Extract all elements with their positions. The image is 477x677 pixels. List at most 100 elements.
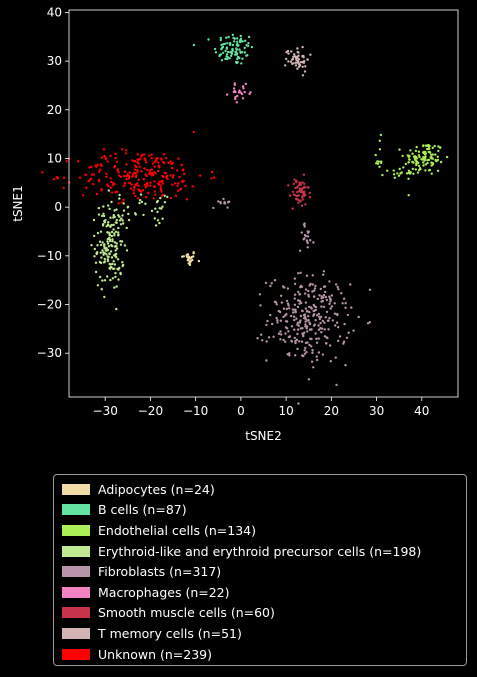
data-point [249,91,252,94]
data-point [241,40,244,43]
data-point [241,85,245,88]
data-point [226,206,229,209]
legend-swatch [62,607,90,619]
data-point [293,282,297,286]
data-point [306,319,309,322]
data-point [112,228,115,231]
data-point [338,335,342,338]
data-point [418,168,421,172]
data-point [320,331,323,334]
data-point [178,176,181,179]
data-point [304,346,307,350]
data-point [134,183,137,186]
data-point [347,331,350,334]
legend-item: Erythroid-like and erythroid precursor c… [62,541,466,562]
data-point [113,232,116,235]
data-point [304,317,307,321]
data-point [113,263,117,266]
data-point [101,249,104,252]
data-point [304,292,307,295]
data-point [313,323,316,326]
data-point [294,186,297,190]
legend-label: Unknown (n=239) [98,646,213,662]
data-point [137,184,140,187]
data-point [439,146,442,149]
data-point [306,230,309,233]
data-point [113,166,116,169]
data-point [171,161,175,165]
data-point [342,297,346,300]
data-point [266,319,269,323]
data-point [155,200,159,204]
data-point [163,171,166,175]
data-point [78,176,82,179]
data-point [276,319,279,322]
data-point [288,335,292,338]
data-point [106,255,109,258]
data-point [243,46,246,50]
data-point [293,178,296,181]
data-point [307,315,310,318]
data-point [321,319,324,323]
data-point [145,182,148,186]
data-point [290,50,293,53]
data-point [327,319,330,322]
data-point [101,214,104,218]
data-point [174,194,178,198]
data-point [192,130,195,134]
data-point [295,338,299,341]
data-point [296,328,300,331]
data-point [439,160,443,164]
data-point [304,325,307,328]
data-point [85,186,88,189]
data-point [293,303,297,306]
data-point [304,193,307,197]
data-point [300,354,304,357]
data-point [287,184,290,187]
data-point [114,244,118,248]
data-point [238,48,241,51]
data-point [269,284,272,288]
data-point [118,266,121,270]
data-point [124,152,128,155]
data-point [411,167,414,171]
data-point [256,337,259,340]
data-point [184,184,187,188]
data-point [285,299,289,303]
data-point [127,212,130,216]
data-point [109,186,113,189]
data-point [320,295,323,298]
data-point [131,173,135,176]
data-point [113,241,117,244]
data-point [306,325,309,328]
data-point [137,188,140,191]
data-point [436,155,439,158]
data-point [376,162,380,165]
y-tick-label: 0 [54,200,62,214]
data-point [222,197,225,201]
data-point [284,326,288,329]
data-point [177,189,180,192]
data-point [314,332,317,335]
data-point [293,53,296,56]
data-point [117,174,121,177]
data-point [98,180,101,183]
data-point [114,271,117,275]
data-point [304,307,308,310]
data-point [301,65,304,69]
data-point [352,329,355,332]
data-point [411,152,414,155]
data-point [105,175,108,179]
data-point [153,217,156,220]
legend-swatch [62,566,90,578]
data-point [103,279,107,282]
data-point [99,163,103,166]
data-point [275,303,278,306]
data-point [121,201,124,204]
data-point [160,190,163,193]
data-point [427,158,431,162]
data-point [312,313,316,316]
data-point [296,321,300,324]
data-point [162,153,166,156]
data-point [428,151,432,154]
